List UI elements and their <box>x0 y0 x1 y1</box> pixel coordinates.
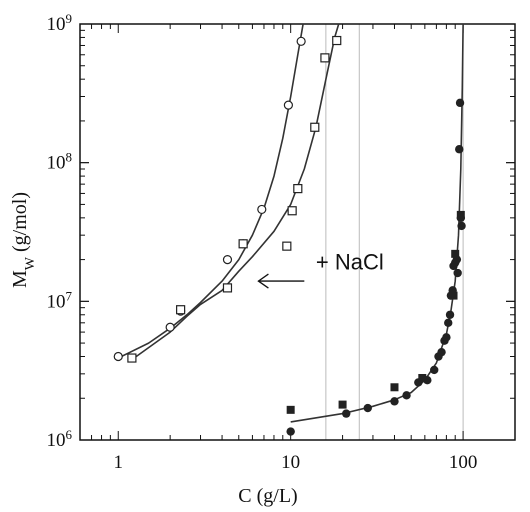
filled-square-point <box>418 373 427 382</box>
fit-curve <box>290 23 464 423</box>
x-axis-label: C (g/L) <box>238 485 297 507</box>
filled-circle-point <box>453 268 462 278</box>
filled-square-point <box>451 249 460 258</box>
filled-circle-point <box>457 221 466 231</box>
y-tick-label: 106 <box>47 427 73 452</box>
y-axis-label-rest: (g/mol) <box>9 192 31 257</box>
annotation-arrow-head <box>257 273 269 289</box>
open-circle-point <box>113 351 123 362</box>
open-circle-point <box>296 36 306 46</box>
filled-circle-point <box>342 409 351 418</box>
filled-circle-point <box>430 365 439 375</box>
filled-circle-point <box>455 98 465 108</box>
filled-square-point <box>390 383 399 392</box>
filled-circle-point <box>455 145 464 154</box>
data-markers <box>113 35 466 436</box>
open-square-point <box>176 305 186 315</box>
filled-circle-point <box>442 333 451 342</box>
open-square-point <box>332 35 342 46</box>
open-circle-point <box>257 204 267 215</box>
nacl-annotation: + NaCl <box>257 249 384 289</box>
open-square-point <box>287 206 297 216</box>
filled-square-point <box>286 405 295 414</box>
annotation-text: + NaCl <box>316 249 384 274</box>
y-axis-label-main: M <box>9 270 31 288</box>
filled-circle-point <box>444 318 453 328</box>
plot-frame <box>79 23 516 441</box>
filled-circle-point <box>286 427 295 436</box>
y-tick-label: 107 <box>47 288 73 313</box>
axis-ticks <box>79 23 516 441</box>
open-circle-point <box>283 100 293 110</box>
filled-circle-point <box>402 391 411 400</box>
filled-square-point <box>456 210 465 219</box>
x-tick-label: 1 <box>114 452 124 473</box>
y-axis-label: MW (g/mol) <box>9 192 38 288</box>
y-axis-label-sub: W <box>23 256 38 270</box>
filled-circle-point <box>437 347 446 357</box>
fit-curve <box>117 23 304 359</box>
open-square-point <box>293 184 303 194</box>
y-tick-label: 109 <box>47 11 73 36</box>
x-tick-label: 10 <box>281 452 300 473</box>
filled-circle-point <box>363 403 372 413</box>
open-circle-point <box>222 254 233 265</box>
fit-curves <box>117 23 464 423</box>
tick-labels: 1 10 100 106 107 108 109 <box>47 11 478 474</box>
filled-circle-point <box>445 310 455 319</box>
open-circle-point <box>165 322 175 332</box>
open-square-point <box>127 353 137 363</box>
filled-square-point <box>449 291 458 300</box>
open-square-point <box>238 239 248 249</box>
open-square-point <box>222 283 233 293</box>
filled-square-point <box>338 400 347 409</box>
open-square-point <box>282 241 292 251</box>
fit-curve <box>131 23 340 361</box>
y-tick-label: 108 <box>47 149 73 174</box>
x-tick-label: 100 <box>449 452 478 473</box>
open-square-point <box>320 53 330 63</box>
open-square-point <box>310 122 320 132</box>
filled-circle-point <box>390 397 399 406</box>
vertical-reference-lines <box>325 24 464 440</box>
